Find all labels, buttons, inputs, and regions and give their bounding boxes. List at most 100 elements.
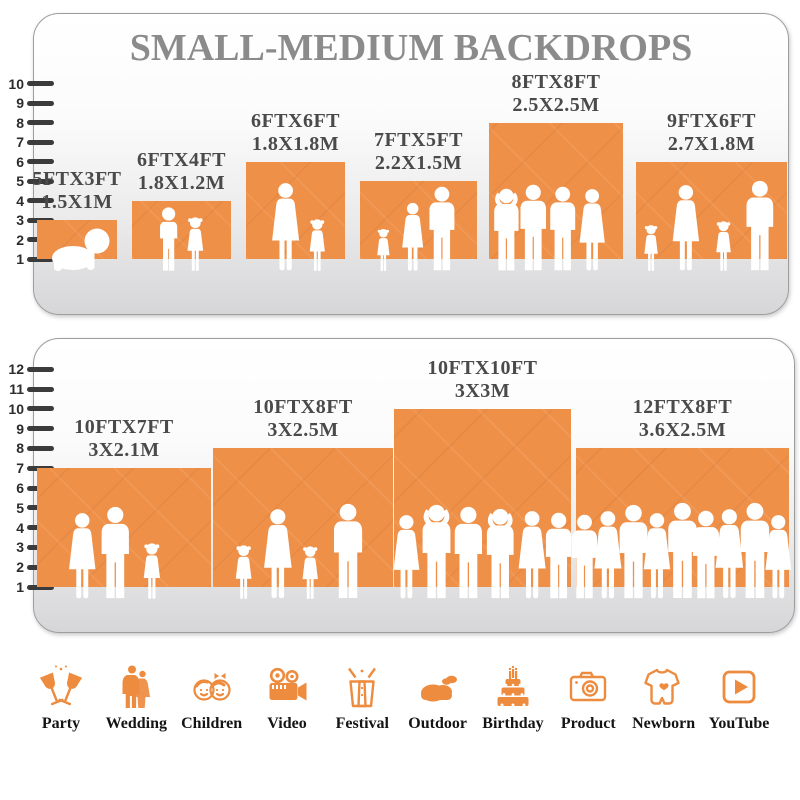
ruler-tick: 9 xyxy=(16,95,54,111)
ruler-tick-label: 8 xyxy=(16,440,24,457)
ruler-tick: 7 xyxy=(16,134,54,150)
size-ft: 10FTX10FT xyxy=(427,356,538,379)
people-silhouettes xyxy=(272,183,325,271)
ruler-tick: 12 xyxy=(8,361,54,377)
backdrop-size-label: 8FTX8FT 2.5X2.5M xyxy=(511,71,600,117)
ruler-tick-label: 5 xyxy=(16,499,24,516)
category-birthday[interactable]: Birthday xyxy=(477,663,549,733)
video-icon xyxy=(263,663,311,711)
backdrop-size-label: 9FTX6FT 2.7X1.8M xyxy=(667,110,756,156)
size-ft: 7FTX5FT xyxy=(373,129,464,151)
category-children[interactable]: Children xyxy=(176,663,248,733)
ruler-tick: 10 xyxy=(8,401,54,417)
category-label: Video xyxy=(267,715,307,732)
backdrop-bar-10ftx7ft xyxy=(37,468,211,599)
size-ft: 5FTX3FT xyxy=(32,168,122,190)
size-m: 2.2X1.5M xyxy=(374,152,463,174)
backdrop-size-label: 5FTX3FT 1.5X1M xyxy=(32,168,121,214)
backdrop-size-label: 10FTX7FT 3X2.1M xyxy=(74,416,174,462)
size-m: 3X3M xyxy=(454,379,511,402)
category-party[interactable]: Party xyxy=(25,663,97,733)
size-ft: 10FTX7FT xyxy=(74,416,174,439)
youtube-icon xyxy=(715,663,763,711)
children-icon xyxy=(188,663,236,711)
backdrop-bar-9ftx6ft xyxy=(636,161,787,272)
size-ft: 12FTX8FT xyxy=(632,396,733,419)
backdrop-bar-7ftx5ft xyxy=(360,181,477,272)
backdrop-bar-6ftx6ft xyxy=(246,161,345,271)
category-row: Party Wedding Children Video xyxy=(25,663,775,733)
people-silhouettes xyxy=(572,502,792,599)
ruler-tick: 5 xyxy=(16,173,54,189)
ruler-tick-label: 4 xyxy=(16,519,24,536)
people-silhouettes xyxy=(494,184,605,271)
size-m: 2.5X2.5M xyxy=(512,93,600,116)
festival-icon xyxy=(338,663,386,711)
backdrop-bar-6ftx4ft xyxy=(132,200,231,271)
size-m: 2.7X1.8M xyxy=(667,132,756,155)
size-m: 3X2.5M xyxy=(267,419,339,442)
ruler-tick-label: 7 xyxy=(16,460,24,477)
ruler-tick-label: 6 xyxy=(16,153,24,170)
ruler-tick-label: 7 xyxy=(16,134,24,150)
people-silhouettes xyxy=(52,228,110,271)
ruler-tick: 8 xyxy=(16,115,54,131)
category-label: YouTube xyxy=(708,715,770,732)
category-label: Birthday xyxy=(482,715,544,732)
ruler-tick-label: 5 xyxy=(16,173,24,189)
category-festival[interactable]: Festival xyxy=(326,663,398,733)
category-label: Newborn xyxy=(632,715,696,732)
ruler-tick: 1 xyxy=(16,579,54,595)
size-ft: 6FTX4FT xyxy=(136,148,227,171)
page-title: SMALL-MEDIUM BACKDROPS xyxy=(129,27,693,69)
ruler-tick-label: 2 xyxy=(16,559,24,576)
ruler-tick-label: 9 xyxy=(16,420,24,437)
category-wedding[interactable]: Wedding xyxy=(100,663,172,733)
backdrop-size-label: 6FTX4FT 1.8X1.2M xyxy=(137,149,226,195)
size-ft: 6FTX6FT xyxy=(250,109,341,132)
size-ft: 10FTX8FT xyxy=(253,396,353,419)
backdrop-bar-5ftx3ft xyxy=(37,220,117,271)
size-m: 3X2.1M xyxy=(88,439,160,462)
ruler-tick-label: 11 xyxy=(9,381,24,397)
panel-medium-backdrops: 1 2 3 4 5 6 7 8 9 10 11 12 10FTX7FT 3X2.1M 10FTX8FT 3… xyxy=(8,338,795,633)
size-ft: 9FTX6FT xyxy=(666,109,757,132)
backdrop-bar-12ftx8ft xyxy=(572,448,792,599)
backdrop-size-label: 10FTX8FT 3X2.5M xyxy=(253,396,353,442)
size-m: 1.8X1.2M xyxy=(137,171,226,194)
birthday-icon xyxy=(489,663,537,711)
backdrop-size-label: 10FTX10FT 3X3M xyxy=(427,357,537,403)
ruler-tick-label: 12 xyxy=(8,361,24,378)
people-silhouettes xyxy=(160,207,204,271)
ruler-tick: 9 xyxy=(16,421,54,437)
ruler-tick-label: 10 xyxy=(8,400,24,417)
ruler-tick: 4 xyxy=(16,193,54,209)
category-label: Children xyxy=(181,715,243,732)
category-label: Product xyxy=(560,715,616,732)
category-video[interactable]: Video xyxy=(251,663,323,733)
newborn-icon xyxy=(640,663,688,711)
size-m: 3.6X2.5M xyxy=(638,419,727,442)
backdrop-size-label: 7FTX5FT 2.2X1.5M xyxy=(374,129,463,175)
ruler-tick-label: 2 xyxy=(16,231,24,248)
ruler-tick-label: 9 xyxy=(16,95,24,111)
ruler-tick: 1 xyxy=(16,251,54,267)
panel-small-medium-backdrops: SMALL-MEDIUM BACKDROPS 1 2 3 4 5 6 7 8 9 10 5FTX3F… xyxy=(8,13,789,315)
backdrop-bar-8ftx8ft xyxy=(489,122,623,271)
ruler-tick: 11 xyxy=(9,381,54,397)
people-silhouettes xyxy=(377,186,455,272)
category-youtube[interactable]: YouTube xyxy=(703,663,775,733)
ruler-tick: 10 xyxy=(8,76,54,92)
ruler-tick-label: 8 xyxy=(16,114,24,131)
category-outdoor[interactable]: Outdoor xyxy=(402,663,474,733)
backdrop-size-label: 12FTX8FT 3.6X2.5M xyxy=(633,396,733,442)
category-product[interactable]: Product xyxy=(552,663,624,733)
ruler-tick-label: 3 xyxy=(16,539,24,556)
people-silhouettes xyxy=(393,504,572,599)
ruler-tick-label: 1 xyxy=(16,579,24,595)
category-newborn[interactable]: Newborn xyxy=(628,663,700,733)
ruler-tick: 6 xyxy=(16,154,54,170)
wedding-icon xyxy=(112,663,160,711)
ruler-tick-label: 1 xyxy=(16,251,24,267)
